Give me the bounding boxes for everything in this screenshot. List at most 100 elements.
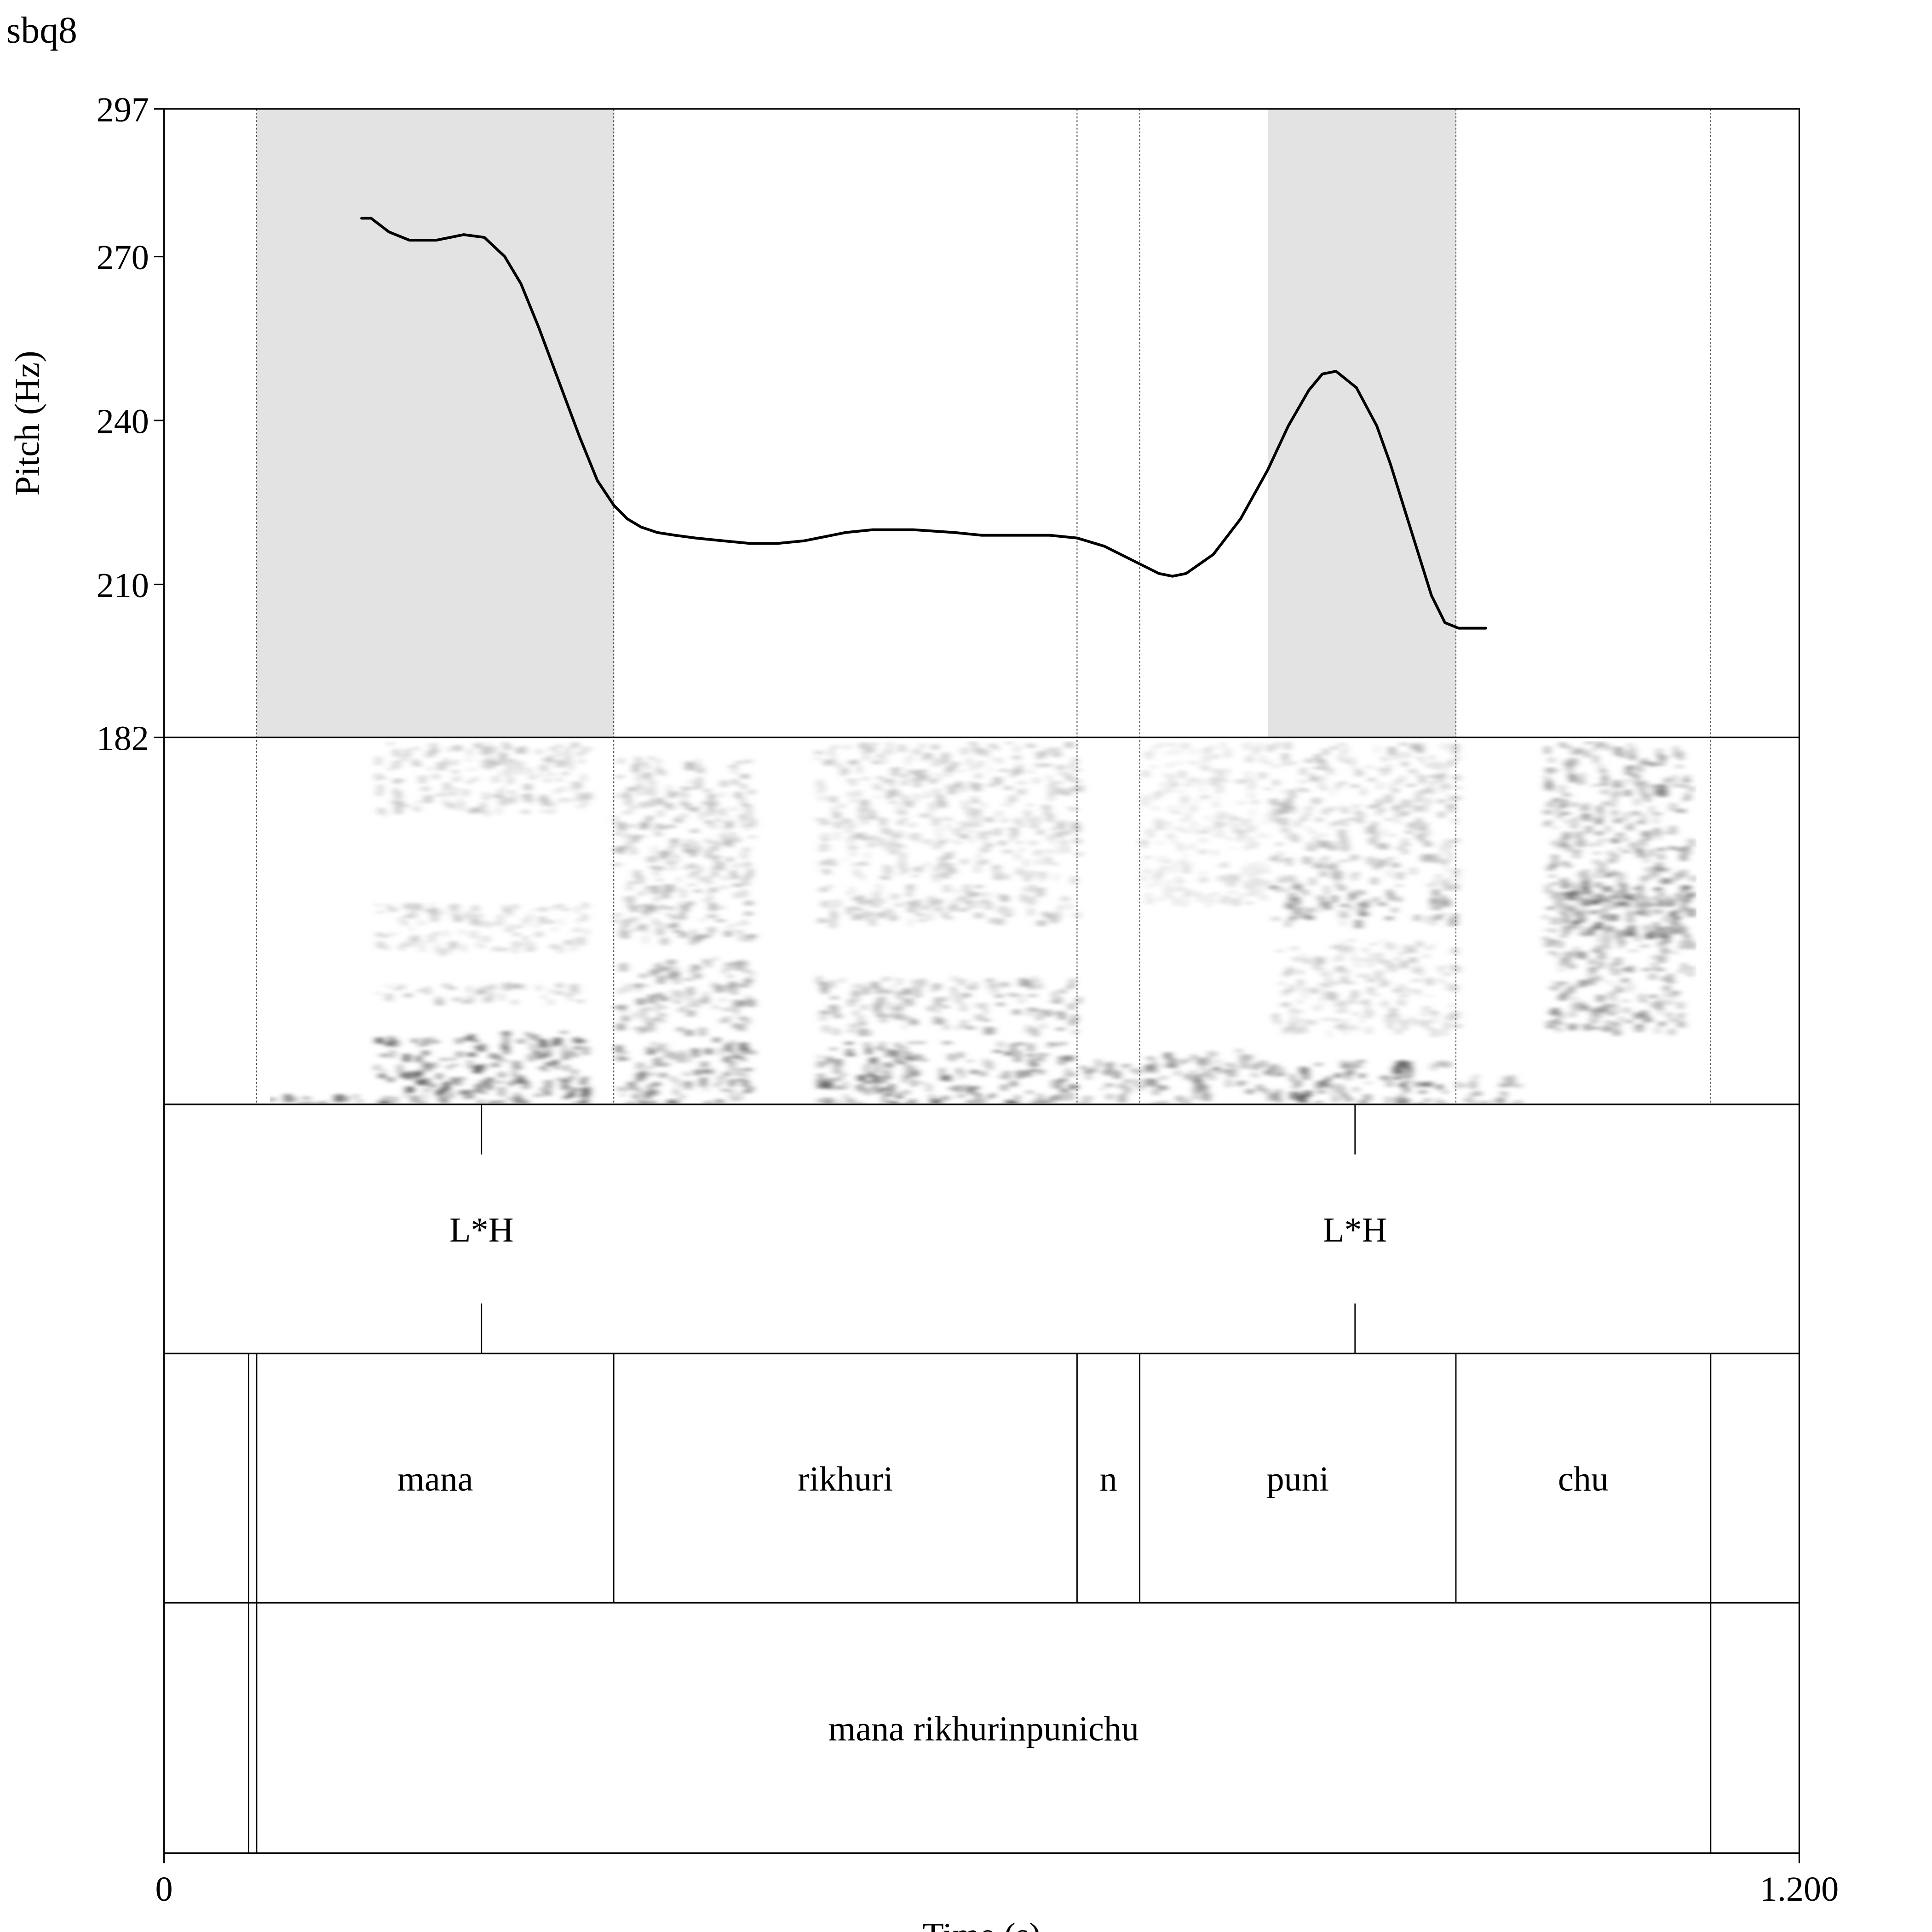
tone-label: L*H [449,1211,514,1249]
spectrogram-energy [1681,784,1687,788]
spectrogram-energy [662,891,669,899]
spectrogram-energy [1667,980,1674,984]
spectrogram-energy [1179,770,1185,778]
spectrogram-energy [1630,949,1637,952]
spectrogram-energy [492,1063,499,1067]
spectrogram-energy [540,1087,546,1092]
spectrogram-energy [1613,902,1618,909]
spectrogram-energy [1045,1010,1052,1017]
spectrogram-energy [1377,952,1383,961]
spectrogram-energy [1659,909,1663,914]
spectrogram-energy [673,990,679,998]
spectrogram-energy [713,1005,717,1009]
spectrogram-energy [1010,795,1017,803]
spectrogram-energy [1163,772,1168,777]
spectrogram-energy [1037,1069,1044,1075]
spectrogram-energy [1581,932,1587,937]
spectrogram-energy [1474,1091,1481,1096]
spectrogram-energy [667,847,673,856]
spectrogram-energy [572,742,579,748]
spectrogram-energy [1566,960,1573,967]
spectrogram-energy [506,909,512,914]
spectrogram-energy [466,758,471,762]
spectrogram-energy [1641,944,1649,948]
spectrogram-energy [822,901,829,908]
spectrogram-energy [1305,812,1310,816]
spectrogram-energy [437,1073,441,1080]
spectrogram-energy [883,911,886,918]
spectrogram-energy [709,1069,713,1075]
spectrogram-energy [983,846,989,852]
spectrogram-energy [976,900,983,908]
spectrogram-energy [940,816,944,822]
spectrogram-energy [1431,897,1438,904]
spectrogram-energy [1167,742,1175,746]
spectrogram-energy [1650,974,1654,980]
spectrogram-energy [1348,946,1353,954]
spectrogram-energy [844,1094,848,1099]
spectrogram-energy [639,891,643,897]
spectrogram-energy [1577,910,1581,916]
spectrogram-energy [1249,779,1255,788]
spectrogram-energy [746,1086,753,1091]
spectrogram-energy [913,874,918,877]
spectrogram-energy [1018,823,1024,828]
spectrogram-energy [739,983,743,988]
spectrogram-energy [1590,896,1594,904]
spectrogram-energy [1593,784,1598,787]
spectrogram-energy [387,983,391,989]
spectrogram-energy [904,988,909,995]
spectrogram-energy [1389,784,1392,788]
spectrogram-energy [1518,1099,1521,1104]
spectrogram-energy [1632,930,1638,938]
spectrogram-energy [1593,859,1600,864]
spectrogram-energy [1053,991,1057,999]
spectrogram-energy [1268,744,1273,752]
spectrogram-energy [880,989,886,992]
spectrogram-energy [507,1096,510,1101]
spectrogram-energy [1653,897,1657,901]
spectrogram-energy [1254,1062,1258,1071]
spectrogram-energy [405,993,412,998]
spectrogram-energy [1151,1063,1156,1071]
spectrogram-energy [529,913,532,920]
spectrogram-energy [1555,953,1559,958]
spectrogram-energy [377,792,381,796]
spectrogram-energy [573,1037,580,1043]
spectrogram-energy [573,939,579,943]
spectrogram-energy [1627,743,1633,748]
spectrogram-energy [1634,1012,1642,1019]
spectrogram-energy [929,802,936,811]
spectrogram-energy [423,1092,426,1101]
spectrogram-energy [1225,768,1229,775]
spectrogram-energy [689,1003,693,1007]
spectrogram-energy [1598,764,1603,770]
spectrogram-energy [614,919,618,924]
spectrogram-energy [1635,898,1640,905]
spectrogram-energy [928,811,932,819]
spectrogram-energy [1584,1024,1590,1031]
spectrogram-energy [1150,1079,1157,1087]
spectrogram-energy [658,1013,666,1017]
spectrogram-energy [900,1013,905,1021]
spectrogram-energy [920,769,926,773]
spectrogram-energy [1677,923,1682,930]
spectrogram-energy [1288,898,1296,902]
spectrogram-energy [1320,967,1325,976]
spectrogram-energy [1425,843,1431,847]
spectrogram-energy [357,1099,363,1103]
spectrogram-energy [1355,810,1362,816]
spectrogram-energy [430,903,434,908]
spectrogram-energy [640,822,648,830]
spectrogram-energy [542,1069,549,1072]
y-tick-label: 182 [97,719,149,758]
spectrogram-energy [1664,831,1668,834]
spectrogram-energy [1268,760,1271,765]
spectrogram-energy [853,863,858,866]
spectrogram-energy [919,919,925,922]
spectrogram-energy [675,976,681,980]
spectrogram-energy [1627,911,1633,917]
spectrogram-energy [708,895,713,902]
spectrogram-energy [1145,798,1150,805]
spectrogram-energy [1400,1093,1404,1100]
